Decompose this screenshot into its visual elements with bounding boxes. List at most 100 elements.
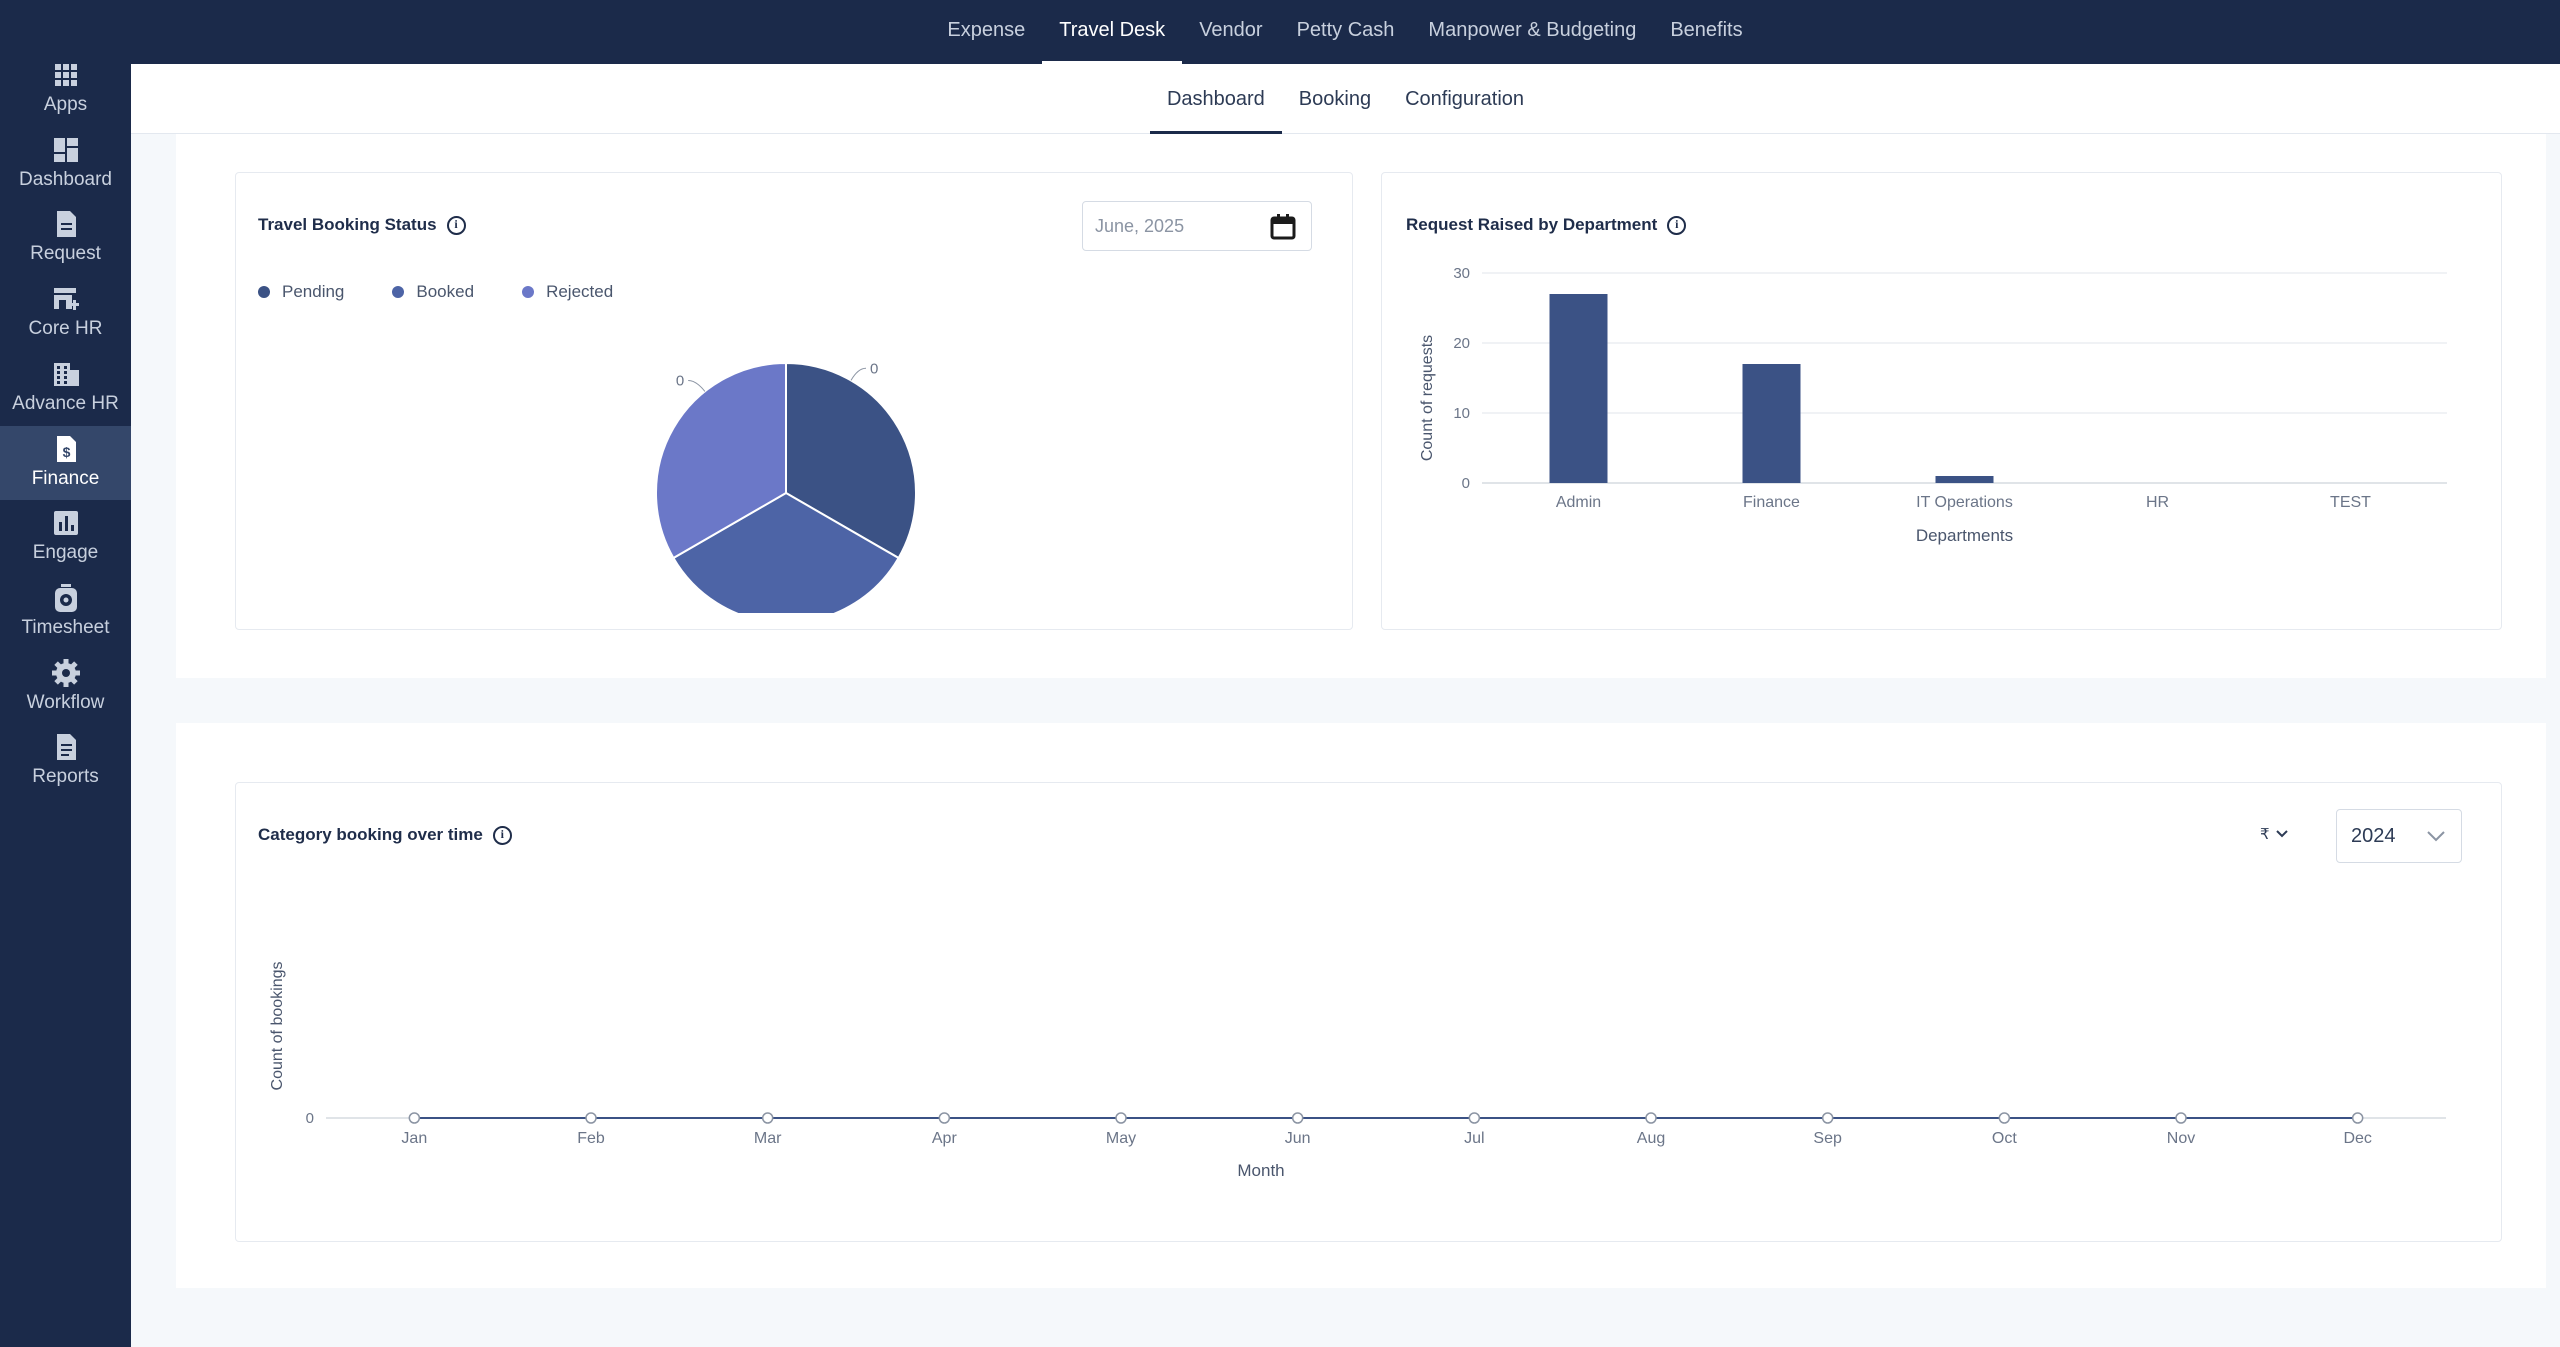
- currency-selector[interactable]: ₹: [2260, 825, 2288, 843]
- legend-marker: [258, 286, 270, 298]
- sidebar-item-label: Timesheet: [21, 616, 110, 638]
- top-navigation-bar: Expense Travel Desk Vendor Petty Cash Manpow…: [0, 0, 2560, 64]
- sidebar-item-workflow[interactable]: Workflow: [0, 650, 131, 724]
- x-tick-label: Jun: [1285, 1130, 1311, 1147]
- nav-tab-expense[interactable]: Expense: [947, 19, 1026, 41]
- x-tick-label: Jan: [401, 1130, 427, 1147]
- x-tick-label: Aug: [1637, 1130, 1665, 1147]
- nav-tab-benefits[interactable]: Benefits: [1670, 19, 1743, 41]
- legend-item-rejected[interactable]: Rejected: [522, 282, 613, 302]
- timer-icon: [0, 583, 131, 613]
- pie-label-connector: [850, 367, 867, 381]
- data-point-may[interactable]: [1115, 1112, 1127, 1124]
- currency-symbol: ₹: [2260, 826, 2270, 843]
- data-point-apr[interactable]: [938, 1112, 951, 1124]
- x-tick-label: IT Operations: [1916, 494, 2013, 511]
- data-point-feb[interactable]: [585, 1112, 597, 1124]
- sub-navigation: Dashboard Booking Configuration: [131, 64, 2560, 134]
- info-icon[interactable]: [1667, 215, 1687, 235]
- gear-icon: [0, 658, 131, 688]
- x-tick-label: Oct: [1992, 1130, 2017, 1147]
- card-title-text: Category booking over time: [258, 825, 483, 844]
- sidebar-item-label: Apps: [43, 94, 88, 115]
- sidebar-item-timesheet[interactable]: Timesheet: [0, 575, 131, 649]
- data-point-mar[interactable]: [761, 1112, 774, 1124]
- pie-slice-booked[interactable]: [672, 491, 900, 613]
- x-tick-label: Apr: [932, 1130, 958, 1147]
- pie-data-label: 0: [676, 372, 684, 389]
- bar-admin[interactable]: [1549, 294, 1608, 483]
- month-picker-value: June, 2025: [1095, 216, 1185, 236]
- store-icon: [0, 284, 131, 314]
- chevron-down-icon: [2427, 831, 2445, 842]
- info-icon[interactable]: [492, 825, 512, 845]
- legend-marker: [522, 286, 535, 298]
- nav-tab-petty-cash[interactable]: Petty Cash: [1296, 19, 1395, 41]
- y-tick-label: 20: [1453, 335, 1470, 352]
- booking-status-pie-chart: 000: [655, 360, 917, 613]
- department-requests-title: Request Raised by Department: [1406, 215, 1687, 235]
- sidebar-item-dashboard[interactable]: Dashboard: [0, 127, 131, 201]
- data-point-jan[interactable]: [408, 1112, 421, 1124]
- nav-tab-travel-desk[interactable]: Travel Desk: [1042, 0, 1183, 64]
- bar-it-operations[interactable]: [1935, 476, 1994, 483]
- nav-tab-manpower-budgeting[interactable]: Manpower & Budgeting: [1428, 19, 1637, 41]
- sub-tab-dashboard[interactable]: Dashboard: [1149, 64, 1282, 134]
- y-tick-label: 0: [306, 1110, 314, 1127]
- module-tabs: Expense Travel Desk Vendor Petty Cash Manpow…: [0, 0, 2560, 64]
- legend-marker: [392, 286, 405, 298]
- card-title-text: Travel Booking Status: [258, 215, 437, 234]
- nav-tab-vendor[interactable]: Vendor: [1199, 19, 1263, 41]
- year-select[interactable]: 2024: [2336, 809, 2462, 863]
- x-tick-label: Finance: [1743, 494, 1800, 511]
- sidebar-item-label: Dashboard: [19, 168, 112, 190]
- sidebar-item-engage[interactable]: Engage: [0, 500, 131, 574]
- data-point-aug[interactable]: [1645, 1112, 1657, 1124]
- department-requests-card: Request Raised by Department 0 10 20 30 Admi…: [1381, 172, 2502, 630]
- x-axis-label: Departments: [1916, 526, 2013, 545]
- pie-data-label: 0: [870, 360, 878, 377]
- sidebar: Apps Dashboard Request Core HR Advance HR $ Fi…: [0, 0, 131, 1347]
- sidebar-item-reports[interactable]: Reports: [0, 724, 131, 798]
- bar-finance[interactable]: [1742, 364, 1801, 483]
- pie-slice-rejected[interactable]: [655, 361, 787, 560]
- info-icon[interactable]: [446, 215, 466, 235]
- legend-item-pending[interactable]: Pending: [258, 282, 344, 302]
- apps-grid-icon: [0, 60, 131, 90]
- x-tick-label: HR: [2146, 494, 2169, 511]
- document-icon: [0, 209, 131, 239]
- data-point-dec[interactable]: [2351, 1112, 2364, 1124]
- x-tick-label: Nov: [2167, 1130, 2195, 1147]
- data-point-jun[interactable]: [1291, 1112, 1304, 1124]
- legend-label: Booked: [416, 282, 475, 301]
- y-tick-label: 0: [1462, 475, 1470, 492]
- sub-tabs: Dashboard Booking Configuration: [131, 64, 2560, 134]
- sidebar-item-label: Finance: [31, 467, 100, 489]
- sidebar-item-advance-hr[interactable]: Advance HR: [0, 351, 131, 425]
- data-point-nov[interactable]: [2175, 1112, 2187, 1124]
- sidebar-item-finance[interactable]: $ Finance: [0, 425, 131, 500]
- category-booking-title: Category booking over time: [258, 825, 512, 845]
- x-tick-label: Jul: [1464, 1130, 1484, 1147]
- month-picker[interactable]: June, 2025: [1082, 201, 1312, 251]
- finance-icon: $: [0, 434, 131, 464]
- pie-slice-pending[interactable]: [785, 361, 917, 560]
- calendar-icon[interactable]: [1269, 213, 1297, 241]
- travel-booking-status-title: Travel Booking Status: [258, 215, 466, 235]
- sidebar-item-apps[interactable]: Apps: [0, 52, 131, 126]
- sub-tab-configuration[interactable]: Configuration: [1405, 88, 1525, 110]
- x-tick-label: TEST: [2330, 494, 2371, 511]
- travel-booking-status-card: Travel Booking Status June, 2025 Pending…: [235, 172, 1353, 630]
- data-point-sep[interactable]: [1821, 1112, 1834, 1124]
- data-point-oct[interactable]: [1998, 1112, 2011, 1124]
- sidebar-item-label: Reports: [32, 766, 99, 788]
- sidebar-item-request[interactable]: Request: [0, 201, 131, 275]
- x-tick-label: Sep: [1813, 1130, 1842, 1147]
- sub-tab-booking[interactable]: Booking: [1298, 88, 1372, 110]
- sidebar-item-core-hr[interactable]: Core HR: [0, 276, 131, 350]
- dashboard-icon: [0, 135, 131, 165]
- legend-item-booked[interactable]: Booked: [392, 282, 474, 302]
- y-axis-label: Count of requests: [1419, 335, 1436, 461]
- building-icon: [0, 359, 131, 389]
- data-point-jul[interactable]: [1468, 1112, 1481, 1124]
